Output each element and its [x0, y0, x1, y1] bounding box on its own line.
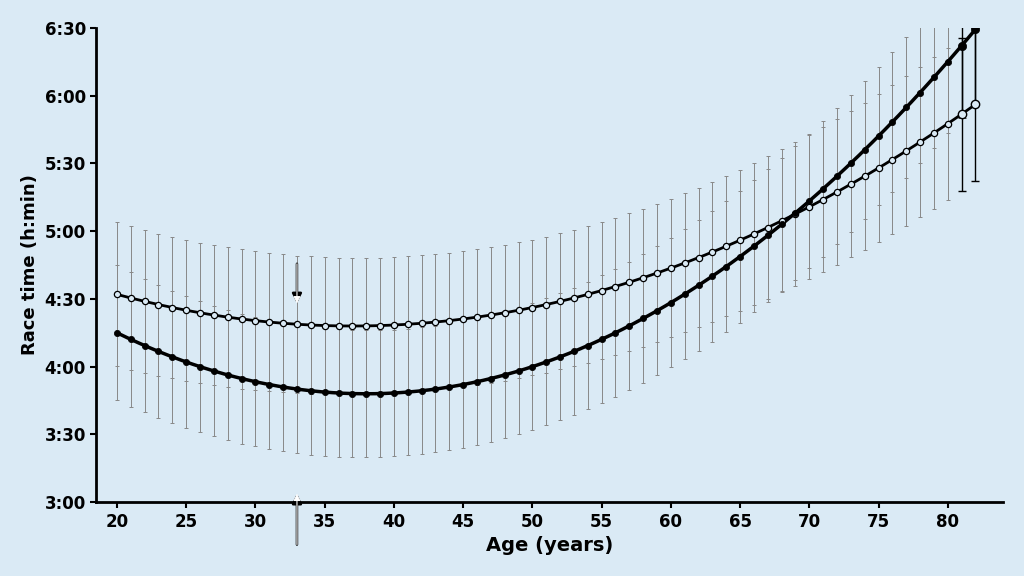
Y-axis label: Race time (h:min): Race time (h:min): [20, 175, 39, 355]
X-axis label: Age (years): Age (years): [486, 536, 613, 555]
